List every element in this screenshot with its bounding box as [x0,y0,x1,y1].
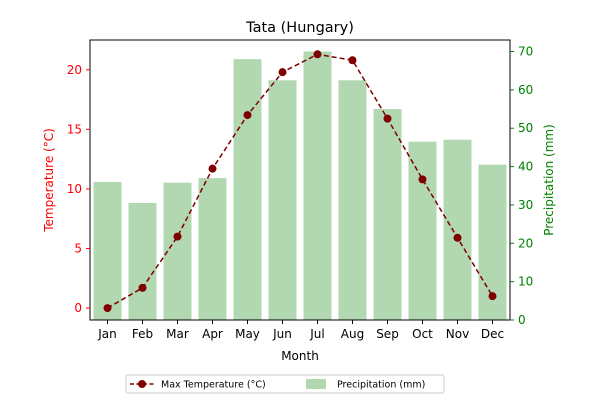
temperature-point-oct [418,175,427,184]
precipitation-bar-nov [443,139,472,320]
x-tick-label: Nov [446,327,469,341]
y-right-tick-label: 60 [518,83,533,97]
legend-label-temperature: Max Temperature (°C) [161,380,266,391]
x-tick-label: May [235,327,260,341]
x-tick-label: Apr [202,327,223,341]
y-axis-label-left: Temperature (°C) [42,128,56,233]
temperature-point-feb [138,283,147,292]
x-tick-label: Sep [376,327,399,341]
legend-box [125,374,445,394]
y-right-tick-label: 20 [518,236,533,250]
plot-frame [89,39,511,321]
legend-bar-swatch [306,379,326,389]
y-left-tick-label: 5 [74,242,82,256]
legend-label-precipitation: Precipitation (mm) [337,380,425,391]
temperature-point-jan [103,304,112,313]
precipitation-bar-jun [268,80,297,320]
y-left-tick-label: 15 [67,122,82,136]
x-tick-label: Jan [97,327,117,341]
y-left-tick-label: 10 [67,182,82,196]
y-axis-left: 0 5 10 15 20 [67,63,90,315]
y-right-tick-label: 50 [518,121,533,135]
temperature-point-apr [208,164,217,173]
temperature-point-nov [453,233,462,242]
temperature-series-line [107,53,494,309]
precipitation-bar-sep [373,109,402,320]
x-tick-label: Mar [166,327,189,341]
temperature-point-jun [278,68,287,77]
precipitation-bar-jan [93,181,122,320]
x-tick-label: Feb [132,327,153,341]
temperature-point-dec [488,292,497,301]
temperature-point-jul [313,50,322,59]
x-tick-label: Dec [481,327,504,341]
x-tick-label: Aug [341,327,364,341]
chart-title: Tata (Hungary) [245,20,354,36]
temperature-point-sep [383,114,392,123]
precipitation-bar-feb [128,203,157,320]
temperature-point-mar [173,232,182,241]
y-right-tick-label: 40 [518,160,533,174]
y-right-tick-label: 10 [518,275,533,289]
y-left-tick-label: 0 [74,301,82,315]
precipitation-bar-jul [303,51,332,321]
y-axis-right: 0 10 20 30 40 50 60 70 [510,45,533,327]
y-axis-label-right: Precipitation (mm) [542,124,556,236]
y-right-tick-label: 0 [518,313,526,327]
temperature-point-may [243,111,252,120]
x-axis: Jan Feb Mar Apr May Jun Jul Aug Sep Oct Nov Dec [97,320,504,341]
x-tick-label: Jun [272,327,292,341]
temperature-line [103,50,497,313]
legend: Max Temperature (°C) Precipitation (mm) [125,374,445,394]
precipitation-bar-aug [338,80,367,320]
precipitation-bar-oct [408,141,437,320]
temperature-point-aug [348,56,357,65]
precipitation-bars [93,51,507,321]
x-tick-label: Oct [412,327,433,341]
y-right-tick-label: 30 [518,198,533,212]
precipitation-bar-mar [163,182,192,320]
precipitation-bar-may [233,59,262,321]
x-tick-label: Jul [309,327,324,341]
y-right-tick-label: 70 [518,45,533,59]
y-left-tick-label: 20 [67,63,82,77]
precipitation-bar-apr [198,178,227,320]
legend-marker-swatch [138,380,146,388]
x-axis-label: Month [281,349,319,363]
